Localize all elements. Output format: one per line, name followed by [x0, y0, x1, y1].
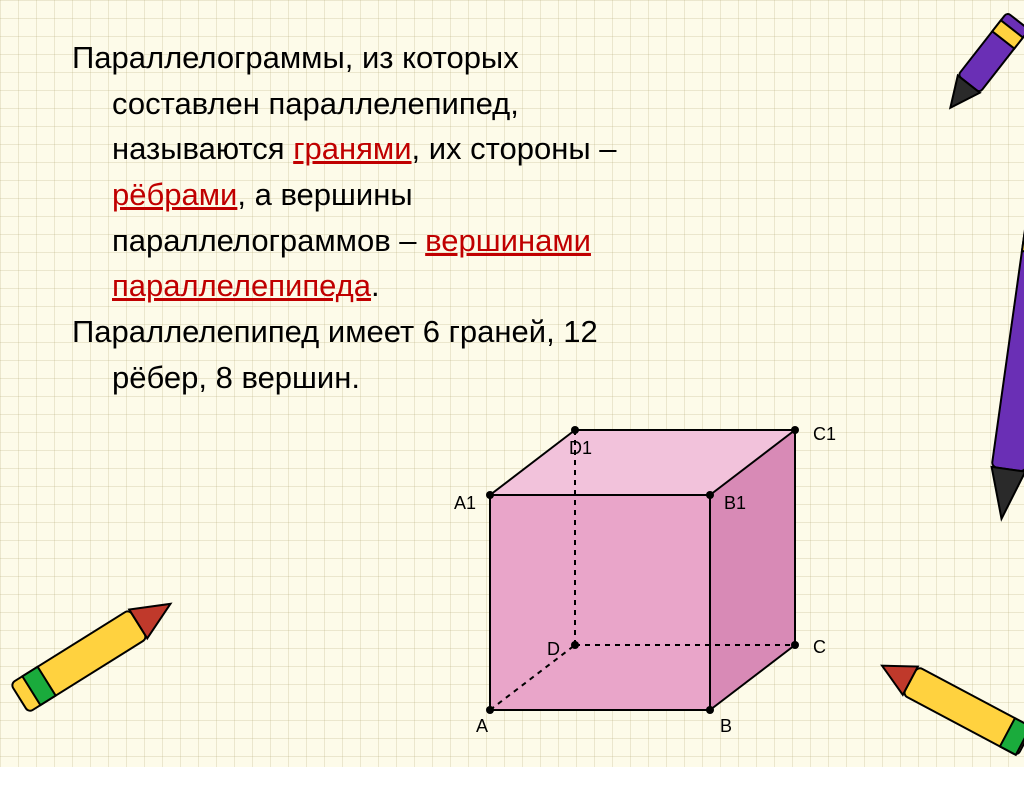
para1-line1: Параллелограммы, из которых	[72, 38, 942, 78]
keyword-faces: гранями	[293, 131, 411, 166]
para1-line5: параллелограммов – вершинами	[72, 221, 942, 261]
label-B: B	[720, 716, 732, 737]
para1-line3: называются гранями, их стороны –	[72, 129, 942, 169]
vertex-C1	[791, 426, 799, 434]
face-front	[490, 495, 710, 710]
para1-l4-b: , а вершины	[237, 177, 412, 212]
vertex-C	[791, 641, 799, 649]
label-D1: D1	[569, 438, 592, 459]
label-A1: A1	[454, 493, 476, 514]
label-D: D	[547, 639, 560, 660]
vertex-D1	[571, 426, 579, 434]
label-C1: C1	[813, 424, 836, 445]
para1-line4: рёбрами, а вершины	[72, 175, 942, 215]
crayon-icon	[960, 210, 1024, 550]
para1-l6-b: .	[371, 268, 380, 303]
crayon-icon	[930, 0, 1024, 140]
text-block: Параллелограммы, из которых составлен па…	[72, 38, 942, 403]
crayon-icon	[880, 640, 1024, 800]
vertex-A1	[486, 491, 494, 499]
label-A: A	[476, 716, 488, 737]
para1-l3-b: , их стороны –	[412, 131, 617, 166]
para1-line6: параллелепипеда.	[72, 266, 942, 306]
vertex-A	[486, 706, 494, 714]
label-C: C	[813, 637, 826, 658]
vertex-B	[706, 706, 714, 714]
parallelepiped-svg	[400, 420, 850, 740]
label-B1: B1	[724, 493, 746, 514]
para1-l3-a: называются	[112, 131, 293, 166]
keyword-vertices: вершинами	[425, 223, 591, 258]
para2-line2: рёбер, 8 вершин.	[72, 358, 942, 398]
keyword-edges: рёбрами	[112, 177, 237, 212]
vertex-D	[571, 641, 579, 649]
vertex-B1	[706, 491, 714, 499]
keyword-parallelepiped: параллелепипеда	[112, 268, 371, 303]
para1-l5-a: параллелограммов –	[112, 223, 425, 258]
parallelepiped-figure: A B C D A1 B1 C1 D1	[400, 420, 850, 740]
crayon-icon	[0, 560, 200, 760]
para2-line1: Параллелепипед имеет 6 граней, 12	[72, 312, 942, 352]
para1-line2: составлен параллелепипед,	[72, 84, 942, 124]
